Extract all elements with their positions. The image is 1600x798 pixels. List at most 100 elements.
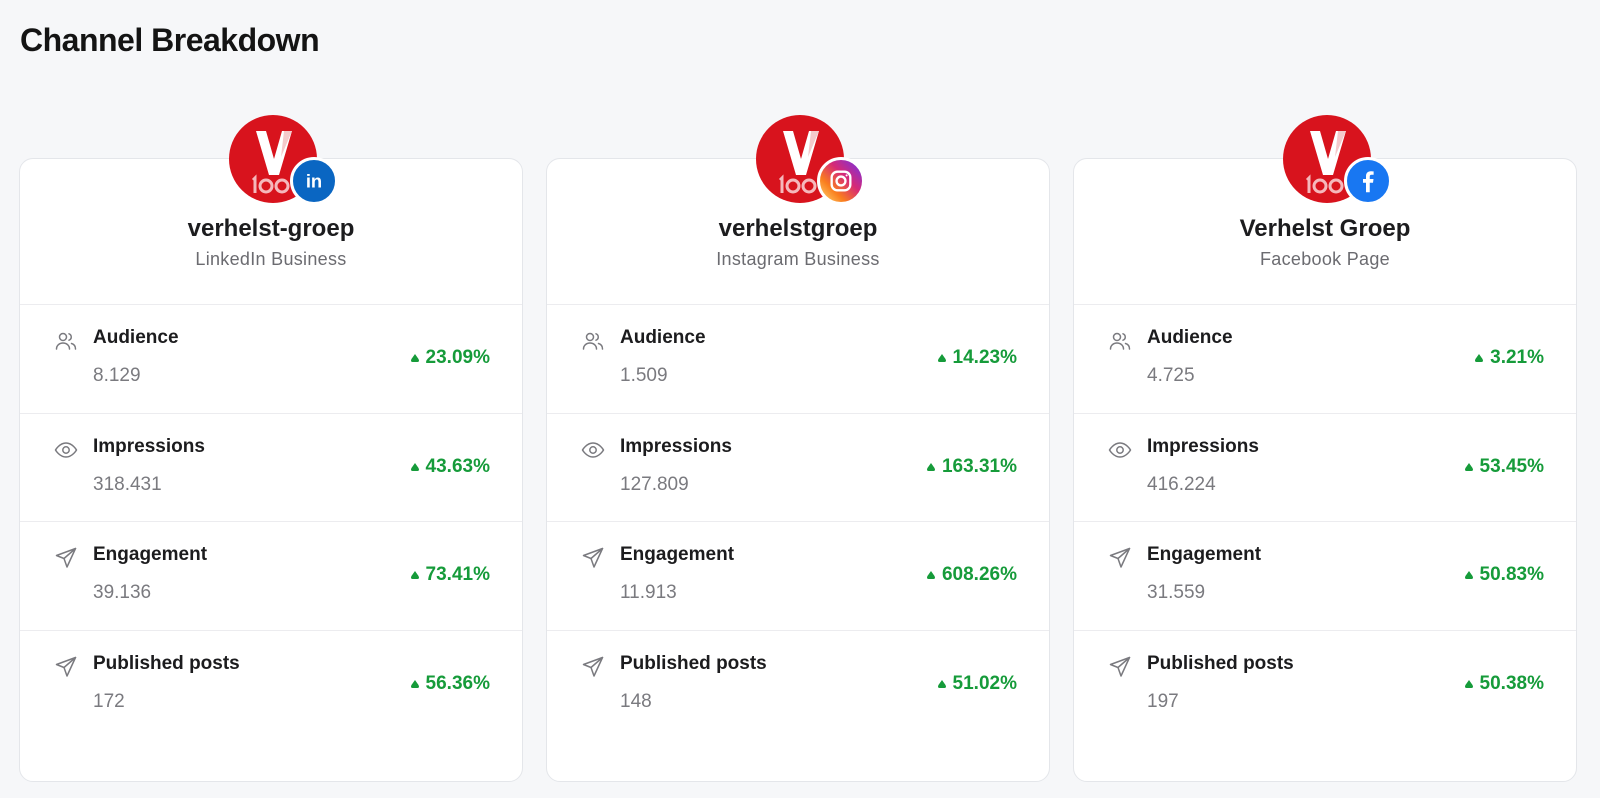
metric-row: Published posts 172 56.36% (20, 629, 522, 739)
channel-cards: in verhelst-groep LinkedIn Business Audienc… (19, 115, 1579, 783)
trend-up-icon (410, 462, 419, 471)
metric-change-value: 3.21% (1490, 347, 1544, 368)
channel-avatar[interactable]: in (229, 115, 339, 207)
send-icon (54, 655, 78, 679)
metric-change-value: 14.23% (952, 347, 1017, 368)
metric-label: Engagement (1147, 544, 1262, 565)
linkedin-icon: in (290, 157, 338, 205)
metric-row: Impressions 318.431 43.63% (20, 412, 522, 522)
metric-label: Published posts (620, 652, 767, 674)
metric-label: Published posts (93, 652, 240, 674)
metric-row: Audience 1.509 14.23% (547, 304, 1049, 413)
metric-label: Audience (1147, 327, 1233, 348)
metric-value: 1.509 (620, 365, 668, 386)
metric-label: Impressions (620, 435, 732, 457)
metric-change-value: 56.36% (425, 672, 490, 694)
metric-label: Audience (93, 327, 179, 348)
metric-value: 39.136 (93, 582, 152, 603)
metric-change-value: 23.09% (425, 347, 490, 368)
send-icon (1108, 546, 1132, 570)
metric-change-value: 50.83% (1479, 564, 1544, 585)
metric-value: 31.559 (1147, 582, 1206, 603)
facebook-icon (1344, 157, 1392, 205)
metric-label: Engagement (93, 544, 208, 565)
channel-card: Verhelst Groep Facebook Page Audience 4.725… (1073, 115, 1577, 782)
page-title: Channel Breakdown (20, 22, 320, 58)
trend-up-icon (1464, 462, 1473, 471)
metric-row: Audience 8.129 23.09% (20, 304, 522, 413)
metric-row: Published posts 197 50.38% (1074, 629, 1576, 739)
metric-change-value: 53.45% (1479, 455, 1544, 477)
metric-value: 4.725 (1147, 365, 1195, 386)
metric-row: Engagement 11.913 608.26% (547, 521, 1049, 630)
metric-change: 53.45% (1464, 456, 1544, 478)
metric-change: 14.23% (937, 347, 1017, 369)
metric-change: 23.09% (410, 347, 490, 369)
metric-label: Impressions (1147, 435, 1259, 457)
account-name[interactable]: verhelst-groep (187, 215, 355, 242)
trend-up-icon (926, 571, 935, 579)
metric-row: Engagement 39.136 73.41% (20, 521, 522, 630)
metric-label: Engagement (620, 544, 735, 565)
trend-up-icon (937, 354, 946, 362)
metric-value: 197 (1147, 690, 1179, 712)
metric-label: Impressions (93, 435, 205, 457)
channel-avatar[interactable] (756, 115, 866, 207)
metric-value: 416.224 (1147, 473, 1216, 495)
svg-text:in: in (306, 171, 322, 192)
trend-up-icon (1475, 354, 1484, 362)
metric-change: 50.83% (1464, 564, 1544, 586)
send-icon (581, 546, 605, 570)
metric-value: 148 (620, 690, 652, 712)
send-icon (581, 655, 605, 679)
send-icon (1108, 655, 1132, 679)
eye-icon (1108, 438, 1132, 462)
channel-avatar[interactable] (1283, 115, 1393, 207)
trend-up-icon (937, 679, 946, 688)
metric-row: Published posts 148 51.02% (547, 629, 1049, 739)
metric-value: 127.809 (620, 473, 689, 495)
metric-change-value: 163.31% (941, 455, 1017, 477)
metrics-list: Audience 8.129 23.09% Impressions 318.431 43.… (20, 304, 522, 738)
metric-row: Audience 4.725 3.21% (1074, 304, 1576, 413)
metric-label: Published posts (1147, 652, 1294, 674)
account-type: LinkedIn Business (195, 249, 347, 269)
channel-card: verhelstgroep Instagram Business Audience 1… (546, 115, 1050, 782)
instagram-icon (817, 157, 865, 205)
metric-change: 50.38% (1464, 673, 1544, 695)
metric-change: 608.26% (926, 564, 1017, 586)
metric-change-value: 43.63% (425, 455, 490, 477)
metric-change: 51.02% (937, 673, 1017, 695)
metric-change-value: 50.38% (1479, 672, 1544, 694)
channel-card: in verhelst-groep LinkedIn Business Audienc… (19, 115, 523, 782)
eye-icon (581, 438, 605, 462)
metric-value: 8.129 (93, 365, 141, 386)
metric-value: 318.431 (93, 473, 162, 495)
metric-value: 11.913 (620, 582, 677, 603)
trend-up-icon (1464, 679, 1473, 688)
eye-icon (54, 438, 78, 462)
send-icon (54, 546, 78, 570)
metric-change: 3.21% (1474, 347, 1544, 369)
metric-row: Engagement 31.559 50.83% (1074, 521, 1576, 630)
metric-label: Audience (620, 327, 706, 348)
metric-value: 172 (93, 690, 125, 712)
metric-row: Impressions 127.809 163.31% (547, 412, 1049, 522)
metric-change: 73.41% (410, 564, 490, 586)
metrics-list: Audience 1.509 14.23% Impressions 127.809 163… (547, 304, 1049, 738)
metric-change-value: 608.26% (941, 564, 1017, 585)
metric-change-value: 51.02% (952, 672, 1017, 694)
users-icon (581, 329, 605, 353)
metric-change: 43.63% (410, 456, 490, 478)
account-type: Instagram Business (716, 249, 880, 269)
metric-change: 56.36% (410, 673, 490, 695)
trend-up-icon (410, 679, 419, 688)
account-name[interactable]: Verhelst Groep (1239, 215, 1411, 242)
users-icon (1108, 329, 1132, 353)
trend-up-icon (1464, 571, 1473, 579)
trend-up-icon (410, 354, 419, 362)
metric-change: 163.31% (926, 456, 1017, 478)
trend-up-icon (410, 571, 419, 579)
trend-up-icon (926, 462, 935, 471)
account-name[interactable]: verhelstgroep (718, 215, 878, 242)
